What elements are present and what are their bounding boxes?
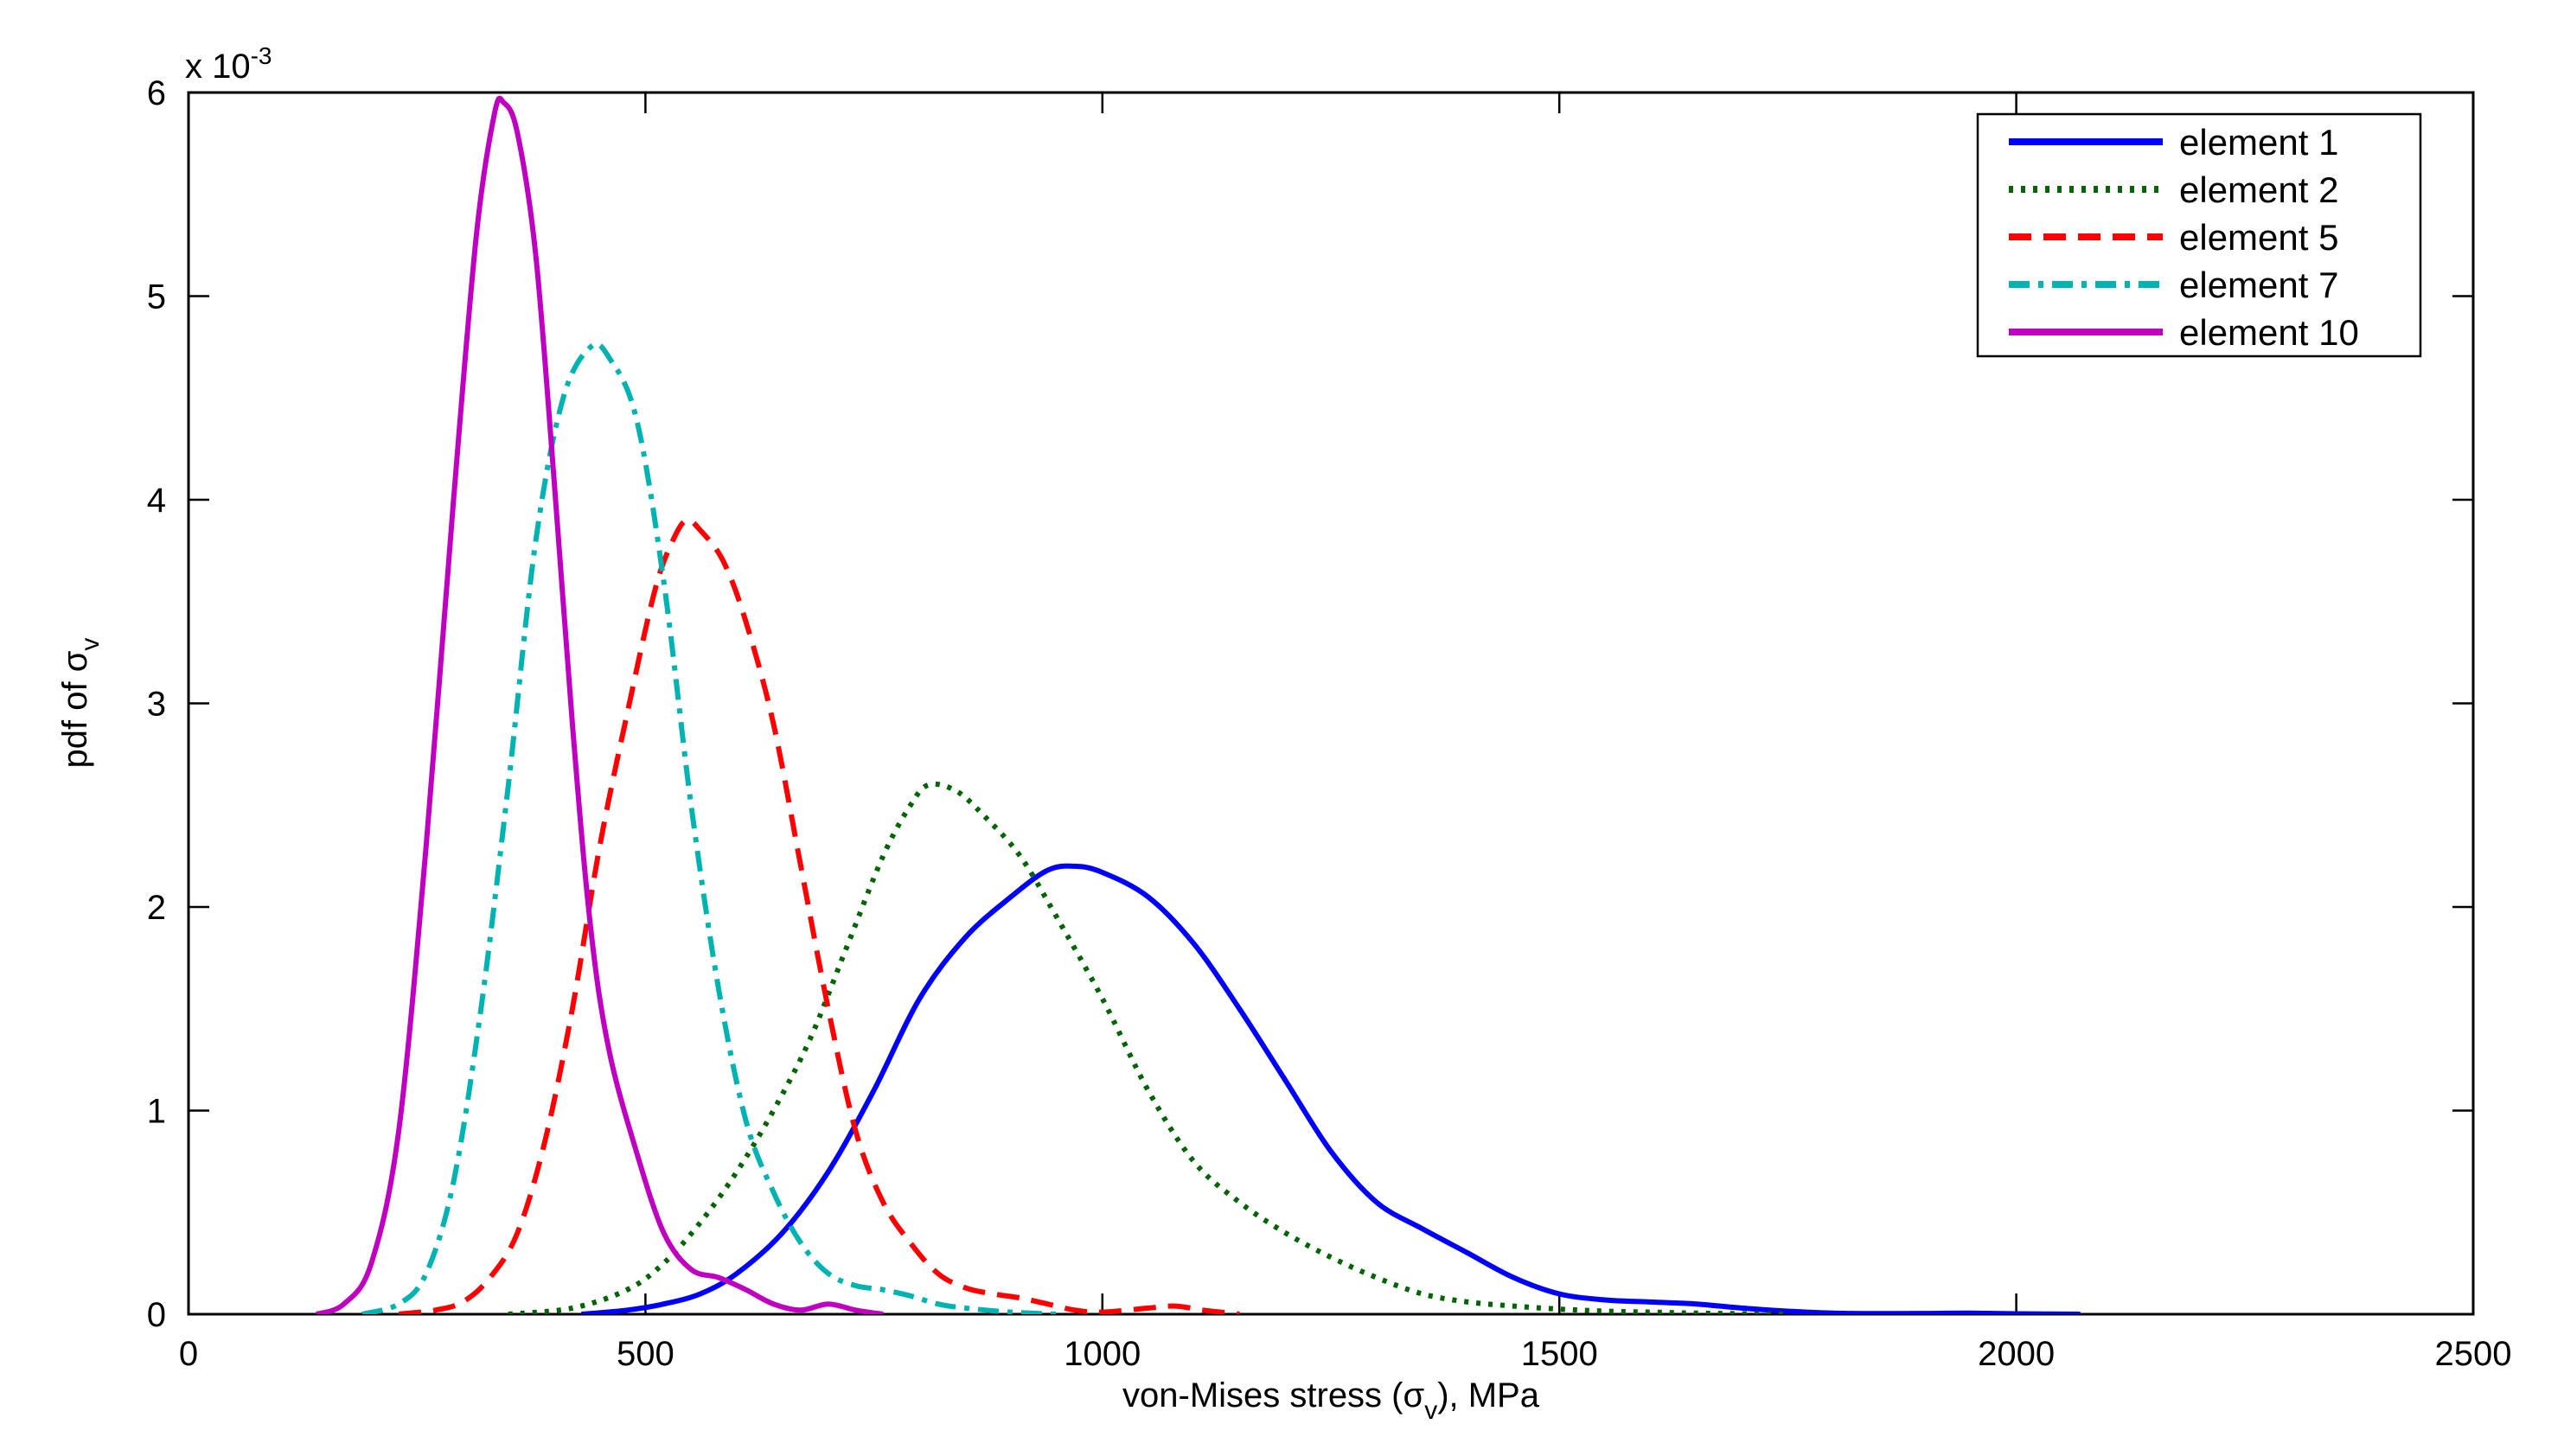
series-line-element-5 xyxy=(398,517,1240,1314)
legend-label: element 10 xyxy=(2179,312,2359,353)
x-tick-label: 2000 xyxy=(1978,1335,2055,1373)
x-tick-label: 1500 xyxy=(1521,1335,1598,1373)
y-tick-label: 1 xyxy=(147,1093,166,1131)
x-label-prefix: von-Mises stress ( xyxy=(1122,1376,1403,1414)
y-tick-label: 2 xyxy=(147,889,166,927)
y-label-subscript: v xyxy=(76,638,105,651)
y-tick-label: 6 xyxy=(147,74,166,112)
y-tick-label: 3 xyxy=(147,686,166,724)
legend-label: element 7 xyxy=(2179,265,2338,305)
y-axis-label: pdf of σv xyxy=(56,638,105,769)
y-tick-label: 0 xyxy=(147,1296,166,1334)
y-axis-multiplier: x 10-3 xyxy=(185,42,272,86)
x-label-suffix: ), MPa xyxy=(1437,1376,1540,1414)
x-label-symbol: σ xyxy=(1403,1376,1425,1414)
legend-label: element 1 xyxy=(2179,122,2338,163)
x-tick-label: 0 xyxy=(179,1335,198,1373)
x-tick-label: 2500 xyxy=(2435,1335,2512,1373)
series-line-element-7 xyxy=(361,341,1058,1314)
series-line-element-1 xyxy=(581,863,2081,1314)
legend: element 1 element 2 element 5 element 7 elem… xyxy=(1976,112,2422,358)
y-tick-label: 4 xyxy=(147,482,166,520)
y-label-prefix: pdf of xyxy=(56,672,94,768)
y-multiplier-exponent: -3 xyxy=(251,42,272,69)
x-axis: 0 500 1000 1500 2000 2500 xyxy=(179,93,2512,1373)
y-multiplier-base: x 10 xyxy=(185,48,251,86)
x-axis-label: von-Mises stress (σv), MPa xyxy=(1122,1376,1540,1425)
series-line-element-10 xyxy=(315,95,884,1314)
legend-label: element 2 xyxy=(2179,169,2338,210)
x-label-subscript: v xyxy=(1424,1396,1437,1425)
legend-label: element 5 xyxy=(2179,217,2338,258)
y-tick-label: 5 xyxy=(147,278,166,316)
x-tick-label: 1000 xyxy=(1064,1335,1141,1373)
series-layer xyxy=(315,95,2081,1314)
x-tick-label: 500 xyxy=(617,1335,675,1373)
y-label-symbol: σ xyxy=(56,650,94,672)
y-axis: 0 1 2 3 4 5 6 xyxy=(147,74,2473,1334)
